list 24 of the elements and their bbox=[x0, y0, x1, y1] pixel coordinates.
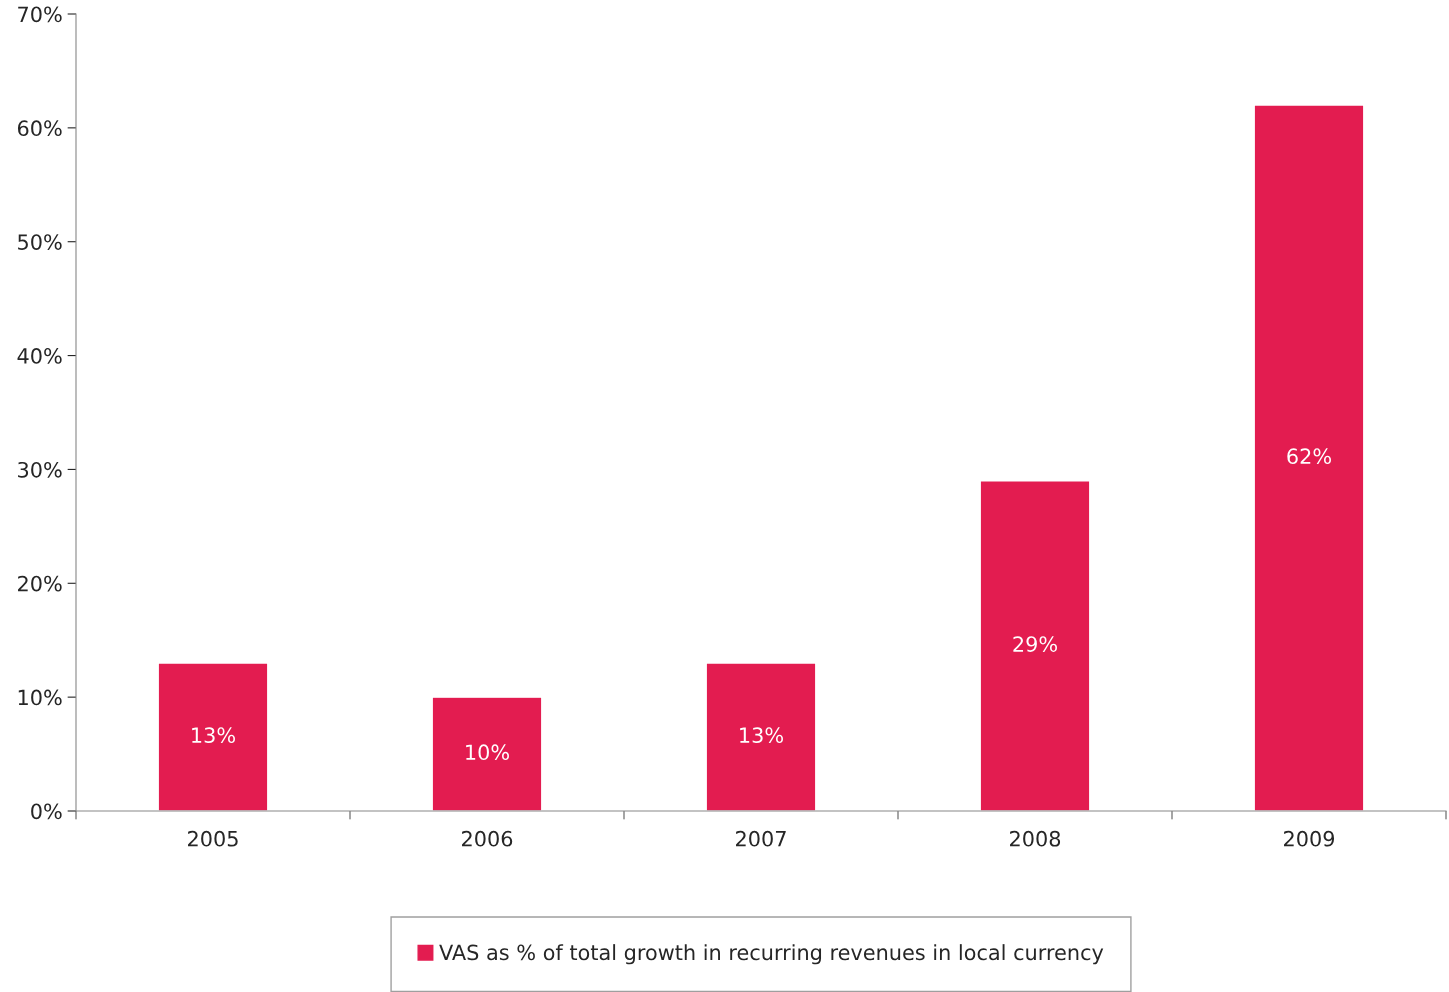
y-tick-label: 50% bbox=[18, 234, 62, 250]
bar bbox=[979, 480, 1091, 811]
data-label: 10% bbox=[466, 744, 509, 761]
y-tick-label: 60% bbox=[17, 120, 62, 137]
bar bbox=[157, 662, 269, 811]
x-tick-label: 2006 bbox=[462, 830, 513, 847]
y-tick-label: 30% bbox=[18, 461, 62, 478]
bar bbox=[1253, 104, 1365, 811]
x-tick-label: 2009 bbox=[1284, 830, 1335, 847]
bar bbox=[431, 696, 543, 811]
data-label: 13% bbox=[740, 727, 783, 744]
data-label: 62% bbox=[1287, 448, 1331, 465]
data-label: 29% bbox=[1013, 636, 1057, 652]
bar bbox=[705, 662, 817, 811]
x-tick-label: 2008 bbox=[1010, 830, 1061, 847]
y-tick-label: 20% bbox=[18, 575, 62, 592]
y-tick-label: 0% bbox=[31, 803, 62, 820]
y-tick-label: 70% bbox=[18, 6, 62, 23]
legend-label: VAS as % of total growth in recurring revenues in local currency bbox=[439, 944, 1104, 965]
x-tick-label: 2005 bbox=[188, 830, 238, 847]
y-tick-label: 40% bbox=[17, 348, 62, 364]
x-tick-label: 2007 bbox=[736, 830, 786, 847]
data-label: 13% bbox=[192, 727, 235, 744]
y-tick-label: 10% bbox=[18, 689, 62, 706]
